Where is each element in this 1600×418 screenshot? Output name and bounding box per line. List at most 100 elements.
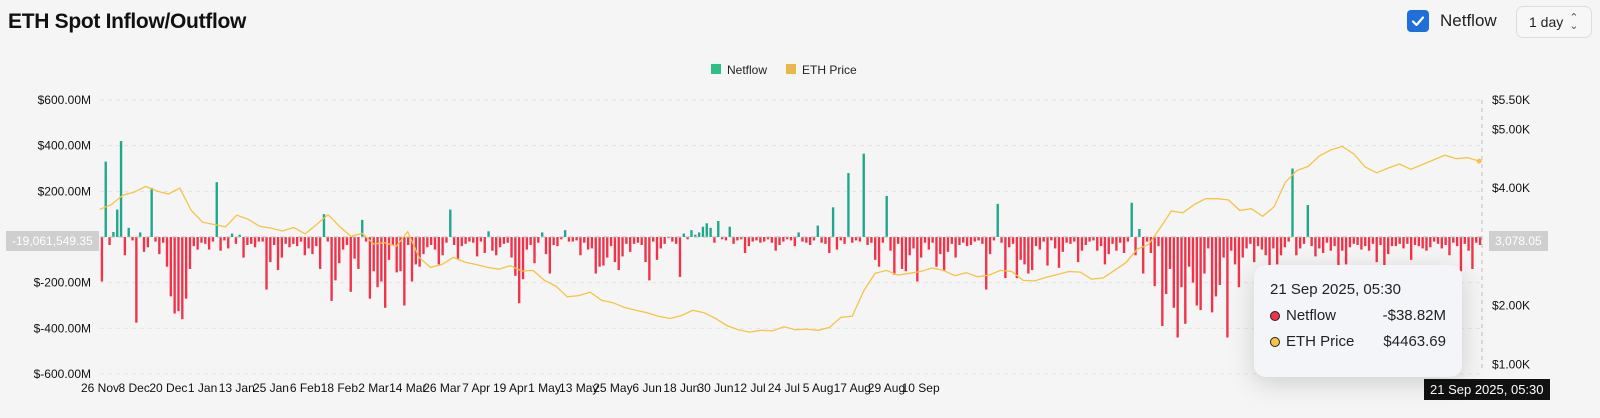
- netflow-bar: [242, 237, 245, 258]
- y-left-tick-label: $-200.00M: [34, 276, 91, 290]
- netflow-bar: [368, 237, 372, 299]
- netflow-bar: [437, 237, 440, 265]
- netflow-bar: [598, 237, 601, 267]
- netflow-toggle[interactable]: Netflow: [1407, 10, 1497, 32]
- tooltip-netflow-value: -$38.82M: [1382, 307, 1446, 324]
- netflow-bar: [387, 237, 391, 260]
- netflow-bar: [866, 237, 869, 245]
- netflow-bar: [510, 237, 513, 258]
- netflow-bar: [835, 237, 839, 250]
- netflow-bar: [169, 237, 173, 297]
- netflow-bar: [1134, 237, 1137, 256]
- netflow-bar: [288, 237, 291, 248]
- netflow-bar: [1222, 237, 1225, 258]
- netflow-bar: [1207, 237, 1210, 249]
- netflow-bar: [1172, 237, 1176, 308]
- netflow-bar: [1164, 237, 1168, 295]
- netflow-bar: [885, 195, 888, 237]
- netflow-bar: [1475, 237, 1478, 243]
- x-tick-label: 19 Apr: [493, 381, 528, 395]
- netflow-checkbox[interactable]: [1407, 10, 1429, 32]
- netflow-bar: [376, 237, 379, 288]
- netflow-bar: [935, 237, 938, 267]
- netflow-bar: [353, 237, 356, 259]
- netflow-bar: [361, 219, 364, 238]
- netflow-bar: [724, 237, 728, 241]
- tooltip-price-value: $4463.69: [1383, 333, 1446, 350]
- netflow-bar: [230, 233, 234, 237]
- netflow-bar: [1379, 237, 1382, 245]
- x-tick-label: 24 Jul: [768, 381, 800, 395]
- netflow-bar: [1402, 237, 1405, 249]
- netflow-bar: [1360, 237, 1363, 250]
- netflow-bar: [1168, 237, 1172, 269]
- netflow-bar: [253, 237, 257, 248]
- netflow-bar: [276, 237, 280, 271]
- netflow-bar: [1318, 237, 1321, 249]
- netflow-bar: [801, 237, 804, 242]
- netflow-bar: [1387, 237, 1390, 255]
- x-tick-label: 20 Dec: [149, 381, 187, 395]
- netflow-bar: [1069, 237, 1072, 244]
- netflow-bar: [709, 227, 712, 237]
- netflow-bar: [1027, 237, 1030, 274]
- netflow-bar: [839, 237, 842, 241]
- netflow-bar: [1444, 237, 1447, 245]
- interval-select[interactable]: 1 day ⌃ ⌄: [1516, 6, 1592, 38]
- netflow-bar: [705, 223, 708, 237]
- netflow-bar: [1038, 237, 1042, 250]
- netflow-bar: [315, 237, 318, 247]
- netflow-bar: [1364, 237, 1367, 247]
- netflow-bar: [586, 237, 590, 250]
- netflow-bar: [1203, 237, 1206, 274]
- netflow-bar: [142, 237, 146, 252]
- netflow-bar: [318, 237, 322, 269]
- tooltip-price-label: ETH Price: [1286, 333, 1355, 350]
- netflow-bar: [713, 237, 716, 243]
- x-tick-label: 2 Mar: [358, 381, 389, 395]
- netflow-bar: [1321, 237, 1325, 253]
- netflow-bar: [330, 237, 333, 301]
- netflow-bar: [391, 237, 395, 245]
- x-tick-label: 26 Mar: [423, 381, 460, 395]
- netflow-bar: [820, 237, 823, 243]
- netflow-bar: [1076, 237, 1080, 263]
- netflow-bar: [154, 237, 157, 242]
- netflow-bar: [1295, 237, 1298, 256]
- netflow-bar: [491, 237, 494, 251]
- netflow-bar: [774, 237, 777, 251]
- netflow-bar: [1440, 237, 1443, 249]
- netflow-bar: [663, 237, 666, 244]
- crosshair-date: 21 Sep 2025, 05:30: [1424, 379, 1550, 400]
- netflow-bar: [782, 237, 785, 242]
- netflow-bar: [931, 237, 934, 243]
- netflow-bar: [483, 237, 486, 253]
- netflow-bar: [1272, 237, 1275, 249]
- x-tick-label: 12 Jul: [734, 381, 766, 395]
- netflow-bar: [158, 237, 161, 255]
- netflow-bar: [1019, 237, 1022, 260]
- crosshair-right-value: 3,078.05: [1489, 231, 1548, 251]
- netflow-bar: [632, 237, 636, 244]
- netflow-bar: [617, 237, 620, 271]
- tooltip-row-price: ETH Price $4463.69: [1270, 333, 1446, 350]
- netflow-bar: [498, 237, 502, 248]
- netflow-bar: [1409, 237, 1413, 260]
- netflow-bar: [1184, 237, 1187, 324]
- netflow-bar: [1333, 237, 1336, 247]
- netflow-bar: [927, 237, 930, 250]
- netflow-bar: [1478, 237, 1482, 245]
- netflow-bar: [812, 237, 816, 241]
- netflow-bar: [793, 237, 797, 247]
- netflow-bar: [322, 214, 326, 237]
- netflow-bar: [529, 237, 532, 245]
- netflow-bar: [540, 232, 544, 237]
- netflow-bar: [150, 187, 153, 237]
- netflow-bar: [1398, 237, 1401, 244]
- y-left-tick-label: $-600.00M: [34, 367, 91, 381]
- netflow-bar: [104, 161, 107, 237]
- netflow-bar: [897, 237, 900, 244]
- netflow-bar: [177, 237, 180, 312]
- tooltip-date: 21 Sep 2025, 05:30: [1270, 281, 1401, 298]
